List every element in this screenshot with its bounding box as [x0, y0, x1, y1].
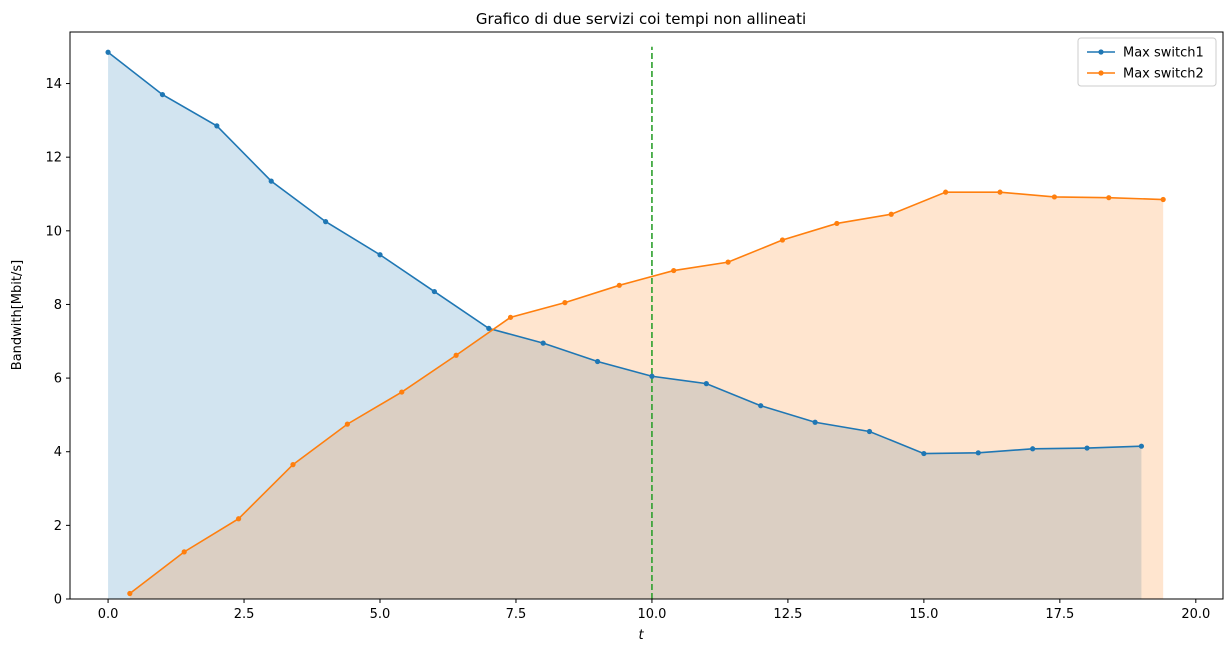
- chart-title: Grafico di due servizi coi tempi non all…: [476, 10, 806, 28]
- x-tick-label: 15.0: [909, 607, 938, 622]
- data-point: [1030, 446, 1036, 452]
- area-fill-series-1: [108, 52, 1142, 599]
- data-point: [159, 91, 166, 98]
- data-point: [105, 49, 111, 55]
- data-point: [866, 428, 873, 435]
- x-tick-label: 7.5: [506, 607, 527, 622]
- legend-swatch-marker: [1098, 49, 1104, 55]
- y-tick-label: 12: [45, 151, 62, 166]
- data-point: [431, 288, 437, 295]
- x-tick-label: 0.0: [98, 607, 119, 622]
- data-point: [181, 549, 187, 555]
- data-point: [323, 219, 329, 225]
- series-line-1: [107, 51, 1142, 455]
- y-axis-label: Bandwith[Mbit/s]: [10, 260, 25, 370]
- x-tick-label: 5.0: [370, 607, 391, 622]
- data-point: [594, 358, 601, 365]
- data-point: [344, 421, 350, 427]
- y-axis-ticks: 0 2 4 6 8 10 12 14: [45, 77, 70, 608]
- data-point: [268, 178, 274, 184]
- data-point: [997, 189, 1003, 195]
- data-point: [453, 352, 459, 358]
- data-point: [616, 282, 622, 288]
- data-point: [779, 237, 786, 243]
- data-point: [1084, 445, 1090, 451]
- data-point: [943, 189, 949, 195]
- y-tick-label: 10: [45, 224, 62, 239]
- x-tick-label: 17.5: [1045, 607, 1074, 622]
- data-point: [725, 259, 731, 265]
- data-point: [486, 325, 492, 331]
- data-point: [1106, 195, 1112, 201]
- data-point: [975, 450, 981, 456]
- y-tick-label: 6: [54, 372, 62, 387]
- data-point: [921, 450, 927, 457]
- data-point: [812, 419, 818, 425]
- area-fill-series-2: [129, 192, 1164, 599]
- data-point: [703, 381, 709, 387]
- data-point: [399, 389, 405, 395]
- plot-frame: [69, 31, 1224, 600]
- data-point: [127, 590, 133, 597]
- x-tick-label: 10.0: [637, 607, 666, 622]
- legend-label: Max switch1: [1123, 46, 1204, 61]
- x-axis-ticks: 0.0 2.5 5.0 7.5 10.0 12.5 15.0 17.5 20.0: [98, 599, 1210, 622]
- data-point: [540, 340, 546, 346]
- data-point: [562, 300, 568, 306]
- x-tick-label: 20.0: [1181, 607, 1210, 622]
- y-tick-label: 8: [54, 298, 62, 313]
- legend-swatch-marker: [1098, 70, 1104, 76]
- series-points: [105, 49, 1166, 597]
- data-point: [377, 252, 383, 258]
- area-fills: [108, 52, 1164, 599]
- y-tick-label: 2: [54, 519, 62, 534]
- data-point: [290, 462, 296, 468]
- data-point: [649, 373, 655, 379]
- series-lines: [107, 51, 1164, 595]
- data-point: [1160, 196, 1166, 203]
- y-tick-label: 4: [54, 445, 62, 460]
- data-point: [214, 123, 220, 129]
- y-tick-label: 0: [54, 593, 62, 608]
- x-axis-label: t: [638, 628, 644, 643]
- x-tick-label: 12.5: [773, 607, 802, 622]
- legend: Max switch1 Max switch2: [1077, 37, 1217, 87]
- data-point: [1051, 194, 1058, 200]
- data-point: [834, 220, 840, 227]
- data-point: [671, 267, 677, 274]
- x-tick-label: 2.5: [234, 607, 255, 622]
- data-point: [758, 403, 764, 409]
- data-point: [1138, 443, 1145, 449]
- y-tick-label: 14: [45, 77, 62, 92]
- data-point: [235, 516, 242, 522]
- series-line-2: [129, 191, 1164, 595]
- legend-box: [1077, 37, 1217, 87]
- data-point: [507, 314, 514, 320]
- data-point: [888, 211, 894, 217]
- legend-label: Max switch2: [1123, 67, 1204, 82]
